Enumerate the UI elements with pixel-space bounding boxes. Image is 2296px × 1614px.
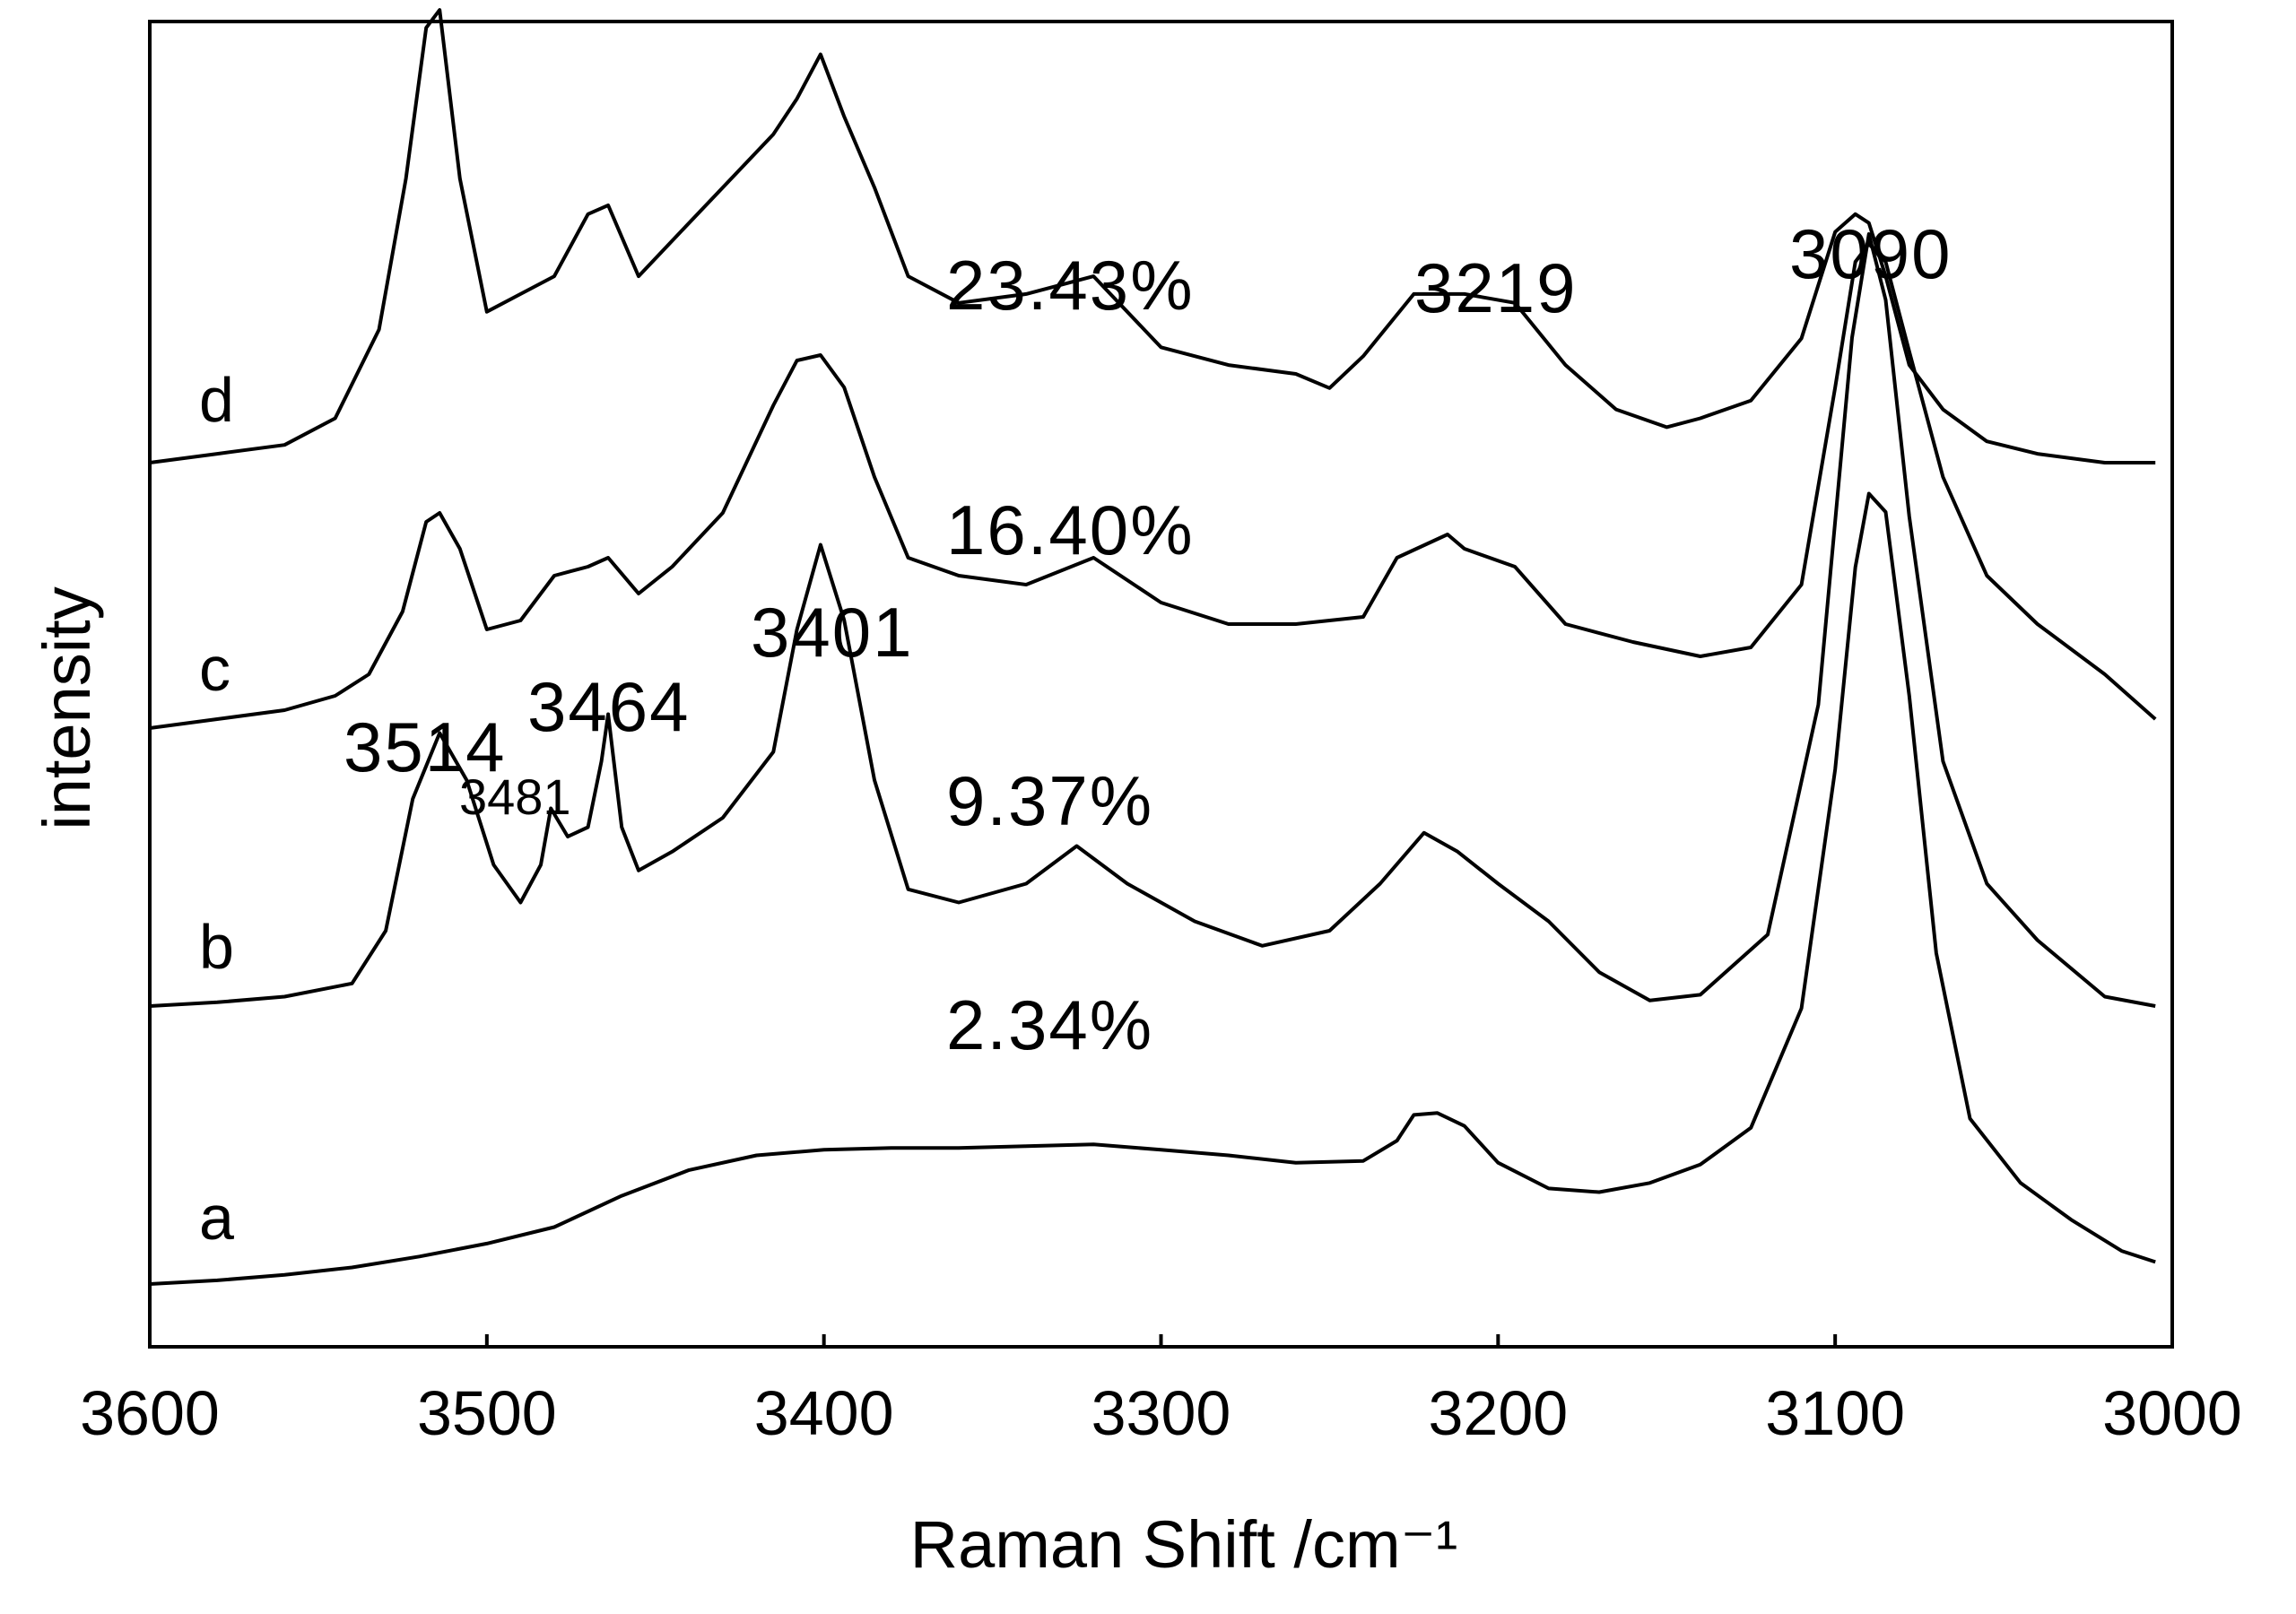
peak-label-3219: 3219	[1414, 248, 1578, 327]
spectrum-line-c	[149, 242, 2157, 730]
x-tick-label-3500: 3500	[417, 1378, 557, 1448]
spectrum-line-b	[149, 232, 2156, 1008]
x-tick-label-3300: 3300	[1091, 1378, 1231, 1448]
peak-label-3464: 3464	[527, 667, 691, 746]
x-tick-label-3600: 3600	[80, 1378, 220, 1448]
peak-label-3514: 3514	[344, 707, 507, 786]
spectrum-line-a	[149, 491, 2156, 1286]
series-label-d: d	[199, 365, 234, 435]
x-axis-ticks: 3600 3500 3400 3300 3200 3100 3000	[80, 1334, 2242, 1448]
peak-label-3090: 3090	[1789, 214, 1952, 293]
x-tick-label-3200: 3200	[1428, 1378, 1568, 1448]
spectra-traces	[149, 8, 2157, 1286]
concentration-annotation-b: 9.37%	[946, 761, 1153, 840]
x-tick-label-3400: 3400	[754, 1378, 894, 1448]
concentration-annotation-c: 16.40%	[946, 490, 1195, 569]
x-axis-title: Raman Shift /cm⁻¹	[910, 1507, 1458, 1582]
series-label-b: b	[199, 912, 234, 982]
y-axis-title: intensity	[30, 586, 104, 829]
series-label-c: c	[199, 634, 230, 704]
peak-label-3481: 3481	[459, 768, 571, 825]
spectrum-line-d	[149, 8, 2156, 464]
series-label-a: a	[199, 1183, 234, 1253]
x-tick-label-3100: 3100	[1765, 1378, 1905, 1448]
x-tick-label-3000: 3000	[2102, 1378, 2242, 1448]
concentration-annotation-a: 2.34%	[946, 985, 1153, 1064]
peak-label-3401: 3401	[751, 593, 914, 672]
concentration-annotation-d: 23.43%	[946, 246, 1195, 325]
